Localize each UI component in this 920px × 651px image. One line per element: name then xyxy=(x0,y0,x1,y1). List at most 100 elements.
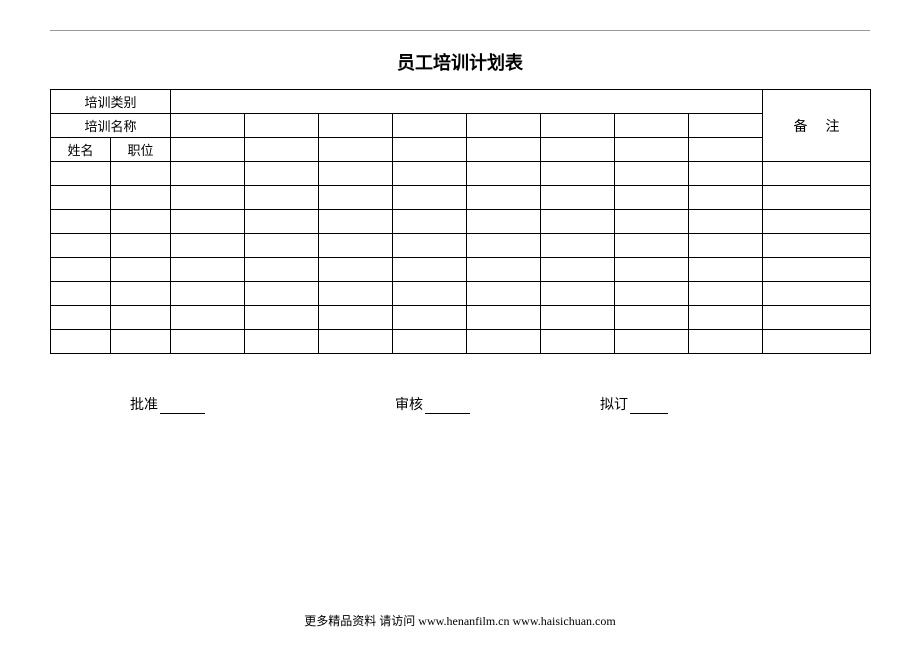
cell xyxy=(171,162,245,186)
sig-approve-label: 批准 xyxy=(130,394,158,414)
cell xyxy=(245,330,319,354)
cell xyxy=(171,330,245,354)
cell xyxy=(615,186,689,210)
cell xyxy=(319,114,393,138)
cell xyxy=(51,258,111,282)
cell-category-value xyxy=(171,90,763,114)
cell xyxy=(393,114,467,138)
cell xyxy=(111,282,171,306)
cell xyxy=(615,234,689,258)
cell xyxy=(51,282,111,306)
cell xyxy=(467,330,541,354)
sig-draft: 拟订 xyxy=(600,394,668,414)
cell xyxy=(689,330,763,354)
cell xyxy=(615,114,689,138)
cell xyxy=(763,186,871,210)
cell xyxy=(51,306,111,330)
cell xyxy=(393,282,467,306)
cell xyxy=(171,210,245,234)
cell xyxy=(541,114,615,138)
page-title: 员工培训计划表 xyxy=(50,49,870,75)
cell xyxy=(541,138,615,162)
cell xyxy=(689,258,763,282)
table-row xyxy=(51,210,871,234)
cell xyxy=(319,210,393,234)
cell xyxy=(541,210,615,234)
cell xyxy=(467,306,541,330)
cell xyxy=(467,114,541,138)
cell xyxy=(689,306,763,330)
signature-row: 批准 审核 拟订 xyxy=(50,394,870,414)
cell xyxy=(319,258,393,282)
cell xyxy=(541,330,615,354)
sig-review-label: 审核 xyxy=(395,394,423,414)
cell xyxy=(689,114,763,138)
cell xyxy=(615,138,689,162)
cell xyxy=(541,306,615,330)
cell xyxy=(111,258,171,282)
cell xyxy=(467,162,541,186)
cell xyxy=(763,306,871,330)
cell xyxy=(689,282,763,306)
footer: 更多精品资料 请访问 www.henanfilm.cn www.haisichu… xyxy=(0,612,920,629)
cell xyxy=(51,330,111,354)
row-training-name: 培训名称 xyxy=(51,114,871,138)
cell xyxy=(689,138,763,162)
cell xyxy=(763,234,871,258)
cell xyxy=(319,162,393,186)
cell xyxy=(763,330,871,354)
footer-prefix: 更多精品资料 请访问 xyxy=(304,614,418,628)
cell xyxy=(763,162,871,186)
cell xyxy=(615,282,689,306)
table-row xyxy=(51,282,871,306)
cell xyxy=(393,186,467,210)
sig-review: 审核 xyxy=(395,394,470,414)
label-remark: 备注 xyxy=(763,90,871,162)
table-row xyxy=(51,186,871,210)
cell xyxy=(245,306,319,330)
cell xyxy=(467,234,541,258)
cell xyxy=(171,258,245,282)
cell xyxy=(467,282,541,306)
top-rule xyxy=(50,30,870,31)
cell xyxy=(541,186,615,210)
cell xyxy=(111,210,171,234)
cell xyxy=(763,258,871,282)
row-name-position: 姓名 职位 xyxy=(51,138,871,162)
label-position: 职位 xyxy=(111,138,171,162)
cell xyxy=(319,306,393,330)
cell xyxy=(541,162,615,186)
row-category: 培训类别 备注 xyxy=(51,90,871,114)
cell xyxy=(393,258,467,282)
label-name: 姓名 xyxy=(51,138,111,162)
cell xyxy=(51,234,111,258)
cell xyxy=(393,306,467,330)
sig-approve: 批准 xyxy=(130,394,205,414)
cell xyxy=(51,186,111,210)
cell xyxy=(393,162,467,186)
cell xyxy=(111,162,171,186)
sig-review-line xyxy=(425,413,470,414)
cell xyxy=(689,186,763,210)
cell xyxy=(689,162,763,186)
cell xyxy=(51,210,111,234)
cell xyxy=(245,282,319,306)
cell xyxy=(51,162,111,186)
cell xyxy=(541,234,615,258)
cell xyxy=(171,114,245,138)
cell xyxy=(171,282,245,306)
cell xyxy=(319,234,393,258)
cell xyxy=(393,330,467,354)
cell xyxy=(467,210,541,234)
table-row xyxy=(51,330,871,354)
cell xyxy=(615,162,689,186)
cell xyxy=(171,186,245,210)
cell xyxy=(171,306,245,330)
table-row xyxy=(51,162,871,186)
cell xyxy=(111,234,171,258)
cell xyxy=(393,234,467,258)
cell xyxy=(541,258,615,282)
cell xyxy=(171,138,245,162)
cell xyxy=(319,138,393,162)
sig-draft-line xyxy=(630,413,668,414)
